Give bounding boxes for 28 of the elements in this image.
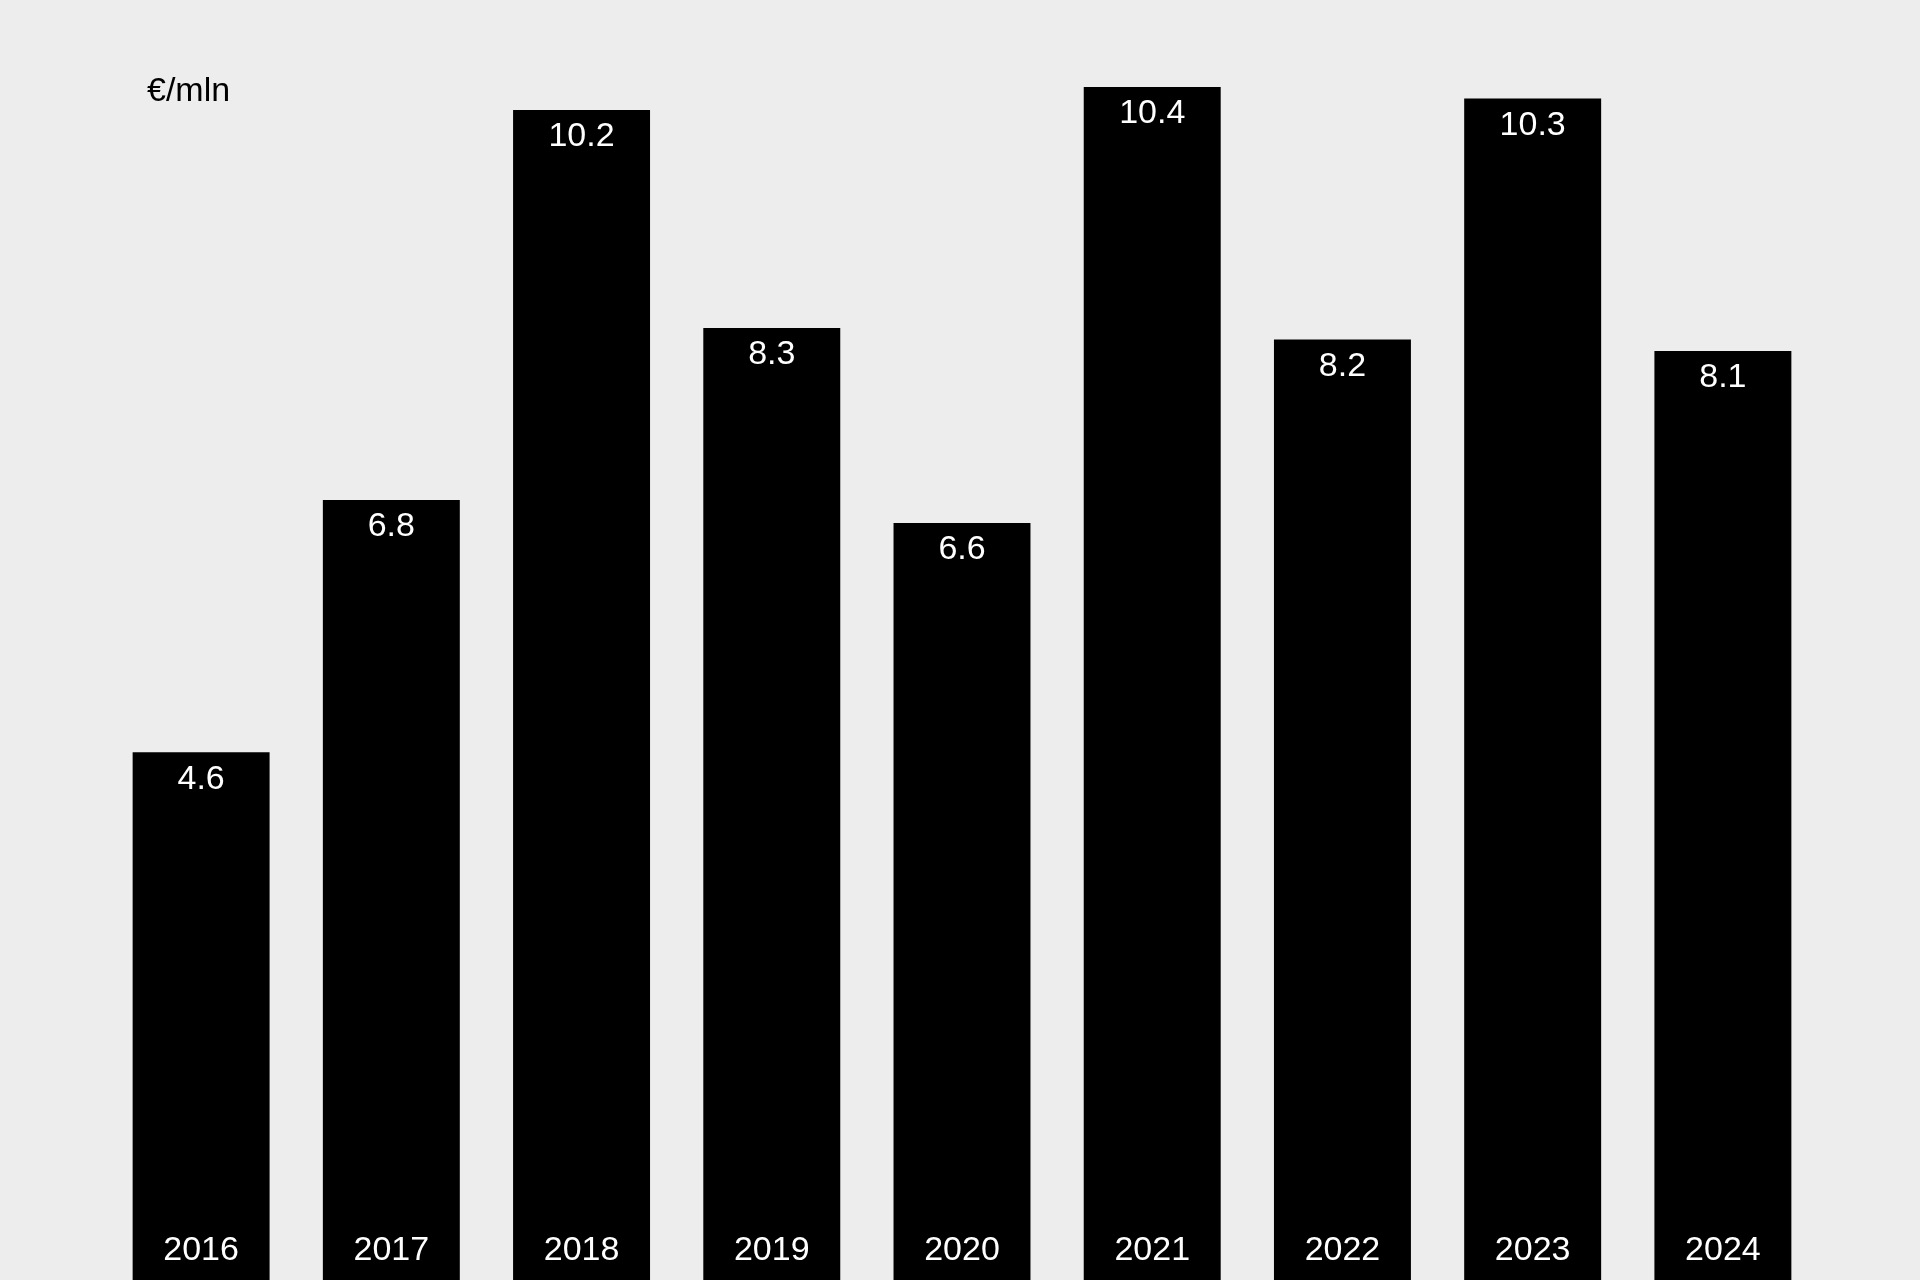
bar <box>1464 98 1602 1280</box>
data-label: 4.6 <box>177 757 225 796</box>
bar <box>893 522 1031 1280</box>
x-tick-label: 2023 <box>1494 1229 1571 1268</box>
data-label: 6.6 <box>938 528 986 567</box>
data-label: 8.3 <box>748 333 796 372</box>
bar <box>1083 87 1221 1280</box>
x-tick-label: 2018 <box>543 1229 620 1268</box>
x-tick-label: 2022 <box>1304 1229 1381 1268</box>
bar <box>1273 339 1411 1280</box>
data-label: 10.3 <box>1499 103 1566 142</box>
bar <box>1654 350 1792 1280</box>
data-label: 6.8 <box>367 505 415 544</box>
x-tick-label: 2016 <box>163 1229 239 1268</box>
data-label: 8.1 <box>1699 356 1747 395</box>
data-label: 10.2 <box>548 115 615 154</box>
y-axis-title: €/mln <box>147 70 231 109</box>
bar <box>132 752 270 1280</box>
bar <box>322 500 460 1280</box>
x-tick-label: 2021 <box>1114 1229 1191 1268</box>
bar <box>703 327 841 1280</box>
x-tick-label: 2019 <box>733 1229 810 1268</box>
x-tick-label: 2017 <box>353 1229 430 1268</box>
data-label: 8.2 <box>1318 344 1367 383</box>
x-tick-label: 2020 <box>924 1229 1000 1268</box>
x-tick-label: 2024 <box>1685 1229 1761 1268</box>
bar <box>513 110 651 1280</box>
data-label: 10.4 <box>1119 92 1186 131</box>
